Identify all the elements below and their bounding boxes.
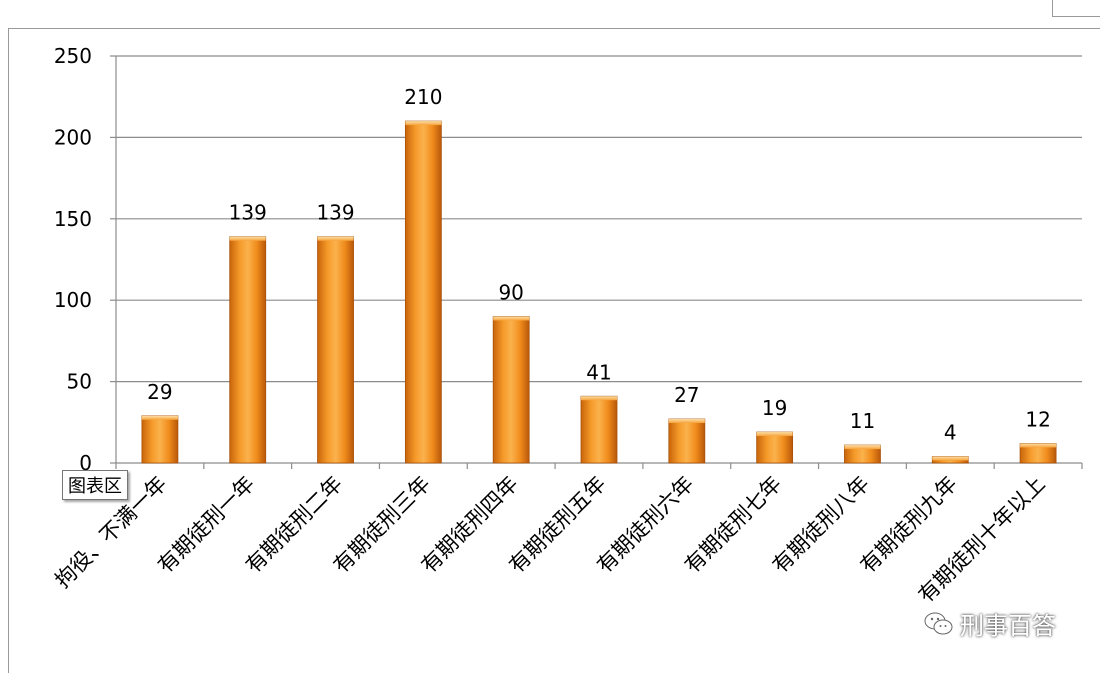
bar[interactable] [492, 316, 530, 464]
data-label: 210 [404, 85, 442, 109]
data-label: 4 [944, 420, 957, 444]
data-label: 11 [850, 409, 875, 433]
bar-top-highlight [1020, 443, 1057, 448]
window-corner-handle [1052, 0, 1100, 17]
y-tick-labels: 0 50 100 150 200 250 [54, 44, 92, 475]
data-label: 41 [586, 360, 611, 384]
data-label: 27 [674, 383, 699, 407]
bar-top-highlight [844, 445, 881, 450]
bar-top-highlight [317, 236, 354, 241]
y-tick-label: 100 [54, 288, 92, 312]
y-tick-label: 150 [54, 207, 92, 231]
data-label: 139 [316, 201, 354, 225]
bar[interactable] [141, 415, 179, 464]
watermark-text: 刑事百答 [960, 612, 1056, 640]
bar[interactable] [580, 395, 618, 464]
gridlines [116, 55, 1082, 383]
data-label: 19 [762, 396, 787, 420]
y-tick-label: 0 [79, 451, 92, 475]
watermark: 刑事百答 [924, 606, 1056, 641]
bar[interactable] [317, 236, 354, 464]
data-labels: 29 139 139 210 90 41 27 19 11 4 12 [147, 85, 1051, 444]
data-label: 29 [147, 380, 172, 404]
wechat-icon [924, 612, 953, 634]
bar-top-highlight [141, 415, 178, 420]
bar-top-highlight [668, 419, 705, 424]
bar-top-highlight [756, 432, 793, 437]
data-label: 139 [229, 201, 267, 225]
chart-area-tooltip: 图表区 [62, 470, 128, 500]
bar[interactable] [229, 236, 267, 464]
y-tick-label: 250 [54, 44, 92, 68]
bar[interactable] [404, 120, 442, 464]
bar-top-highlight [229, 236, 266, 241]
bar[interactable] [668, 418, 706, 464]
chart-area[interactable] [8, 28, 1100, 673]
y-tick-label: 50 [67, 370, 92, 394]
y-tick-label: 200 [54, 125, 92, 149]
bar-top-highlight [932, 456, 969, 461]
bar[interactable] [756, 431, 794, 464]
data-label: 12 [1025, 407, 1050, 431]
bar-top-highlight [581, 396, 617, 401]
bar-top-highlight [405, 121, 442, 126]
bar-top-highlight [493, 316, 530, 321]
x-category-labels: 拘役、不满一年有期徒刑一年有期徒刑二年有期徒刑三年有期徒刑四年有期徒刑五年有期徒… [51, 472, 1050, 608]
data-label: 90 [498, 280, 523, 304]
bars [141, 120, 1057, 464]
